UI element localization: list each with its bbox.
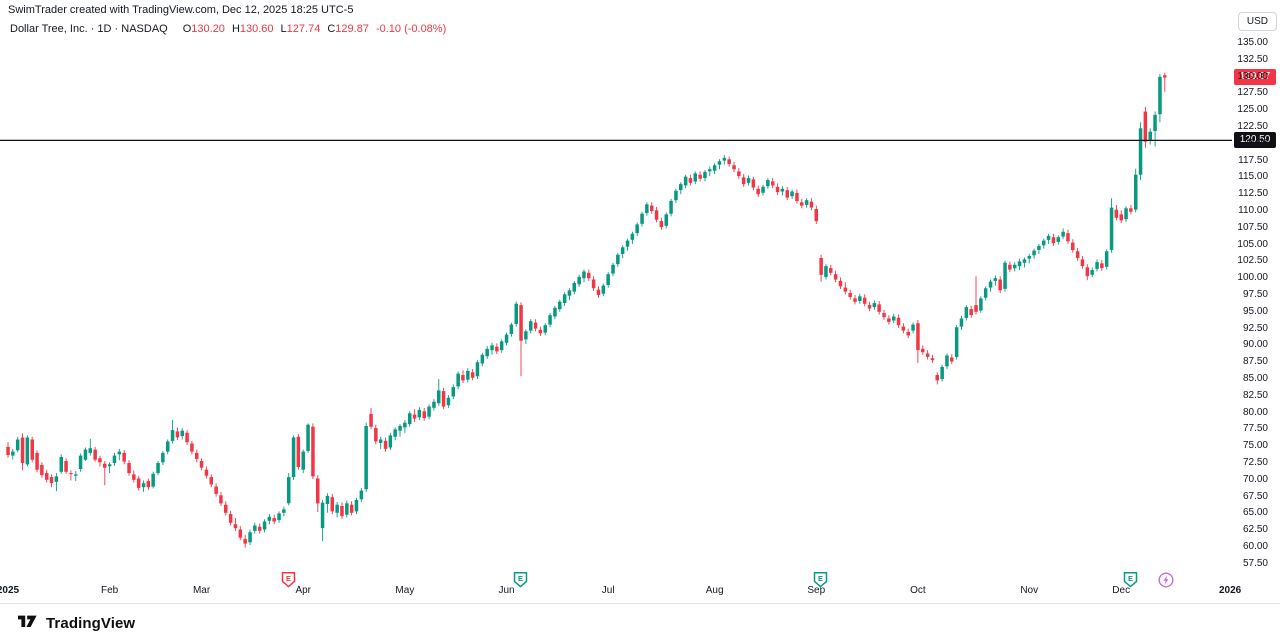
level-price-label: 120.50 [1234, 132, 1276, 149]
symbol-legend[interactable]: Dollar Tree, Inc. · 1D · NASDAQ O130.20 H1… [10, 23, 446, 35]
time-tick-label: Jul [601, 585, 615, 596]
price-tick-label: 65.00 [1242, 507, 1268, 519]
price-tick-label: 82.50 [1242, 389, 1268, 401]
ohlc-value: 130.20 [191, 23, 225, 35]
ohlc-values: O130.20 H130.60 L127.74 C129.87 -0.10 (-0.08… [176, 23, 447, 35]
price-tick-label: 120.00 [1237, 137, 1268, 149]
time-tick-label: Nov [1020, 585, 1039, 596]
time-tick-label: Dec [1112, 585, 1131, 596]
change-value: -0.10 (-0.08%) [375, 23, 447, 35]
price-tick-label: 62.50 [1242, 524, 1268, 536]
watermark-text: SwimTrader created with TradingView.com,… [8, 4, 354, 16]
price-axis[interactable]: USD 120.50 129.87 57.50 60.00 62.50 65.00 67… [1232, 0, 1280, 603]
price-tick-label: 77.50 [1242, 423, 1268, 435]
price-tick-label: 122.50 [1237, 121, 1268, 132]
price-tick-label: 60.00 [1242, 541, 1268, 552]
ohlc-value: 127.74 [286, 23, 321, 35]
upcoming-event-icon[interactable] [1157, 571, 1175, 589]
ohlc-label: L [280, 23, 287, 35]
price-tick-label: 67.50 [1242, 490, 1268, 502]
price-tick-label: 72.50 [1242, 457, 1268, 468]
price-tick-label: 105.00 [1237, 238, 1268, 250]
earnings-beat-icon[interactable]: E [1122, 571, 1140, 589]
price-tick-label: 100.00 [1237, 272, 1268, 284]
time-tick-label: Feb [101, 585, 119, 596]
time-tick-label: Mar [192, 585, 211, 596]
ohlc-value: 129.87 [335, 23, 369, 35]
price-tick-label: 95.00 [1242, 305, 1268, 317]
price-tick-label: 127.50 [1237, 87, 1268, 99]
price-tick-label: 117.50 [1238, 154, 1268, 166]
price-tick-label: 135.00 [1237, 37, 1268, 48]
ohlc-label: C [327, 23, 336, 35]
price-tick-label: 130.00 [1237, 70, 1268, 82]
svg-text:E: E [1128, 574, 1133, 583]
price-tick-label: 80.00 [1242, 406, 1268, 418]
svg-text:E: E [818, 574, 823, 583]
time-tick-label: 2026 [1218, 585, 1242, 596]
symbol-title: Dollar Tree, Inc. · 1D · NASDAQ [10, 23, 168, 35]
last-price-label: 129.87 [1234, 69, 1276, 86]
price-tick-label: 102.50 [1237, 255, 1268, 267]
price-tick-label: 107.50 [1237, 221, 1268, 233]
time-tick-label: 2025 [0, 585, 20, 596]
time-tick-label: Aug [705, 585, 724, 596]
price-tick-label: 115.00 [1238, 171, 1268, 183]
time-axis-separator [0, 603, 1280, 604]
ohlc-label: O [182, 23, 192, 35]
tradingview-logo-text[interactable]: TradingView [46, 614, 136, 632]
price-tick-label: 92.50 [1242, 322, 1268, 334]
candlestick-plot[interactable] [0, 0, 1232, 603]
price-tick-label: 110.00 [1238, 205, 1268, 216]
time-tick-label: May [395, 585, 415, 596]
currency-button[interactable]: USD [1237, 12, 1277, 31]
tradingview-logo-icon[interactable] [18, 613, 40, 634]
time-axis[interactable]: 2025 Feb Mar Apr May Jun Jul Aug Sep Oct Nov Dec 202… [0, 584, 1241, 600]
svg-text:E: E [286, 574, 291, 583]
price-tick-label: 90.00 [1242, 339, 1268, 351]
price-tick-label: 70.00 [1242, 473, 1268, 485]
time-tick-label: Apr [295, 585, 312, 596]
price-tick-label: 75.00 [1242, 440, 1268, 452]
ohlc-label: H [231, 23, 240, 35]
footer-brand: TradingView [18, 611, 135, 635]
price-tick-label: 87.50 [1242, 356, 1268, 368]
price-tick-label: 97.50 [1242, 289, 1268, 300]
time-tick-label: Jun [498, 585, 515, 596]
earnings-beat-icon[interactable]: E [512, 571, 530, 589]
earnings-beat-icon[interactable]: E [812, 571, 830, 589]
price-tick-label: 132.50 [1237, 53, 1268, 65]
time-tick-label: Sep [807, 585, 826, 596]
ohlc-value: 130.60 [239, 23, 274, 35]
earnings-miss-icon[interactable]: E [280, 571, 298, 589]
svg-text:E: E [518, 574, 523, 583]
time-tick-label: Oct [910, 585, 926, 596]
price-tick-label: 112.50 [1238, 188, 1268, 200]
price-tick-label: 85.00 [1242, 373, 1268, 384]
price-tick-label: 57.50 [1242, 557, 1268, 569]
price-tick-label: 125.00 [1237, 104, 1268, 116]
